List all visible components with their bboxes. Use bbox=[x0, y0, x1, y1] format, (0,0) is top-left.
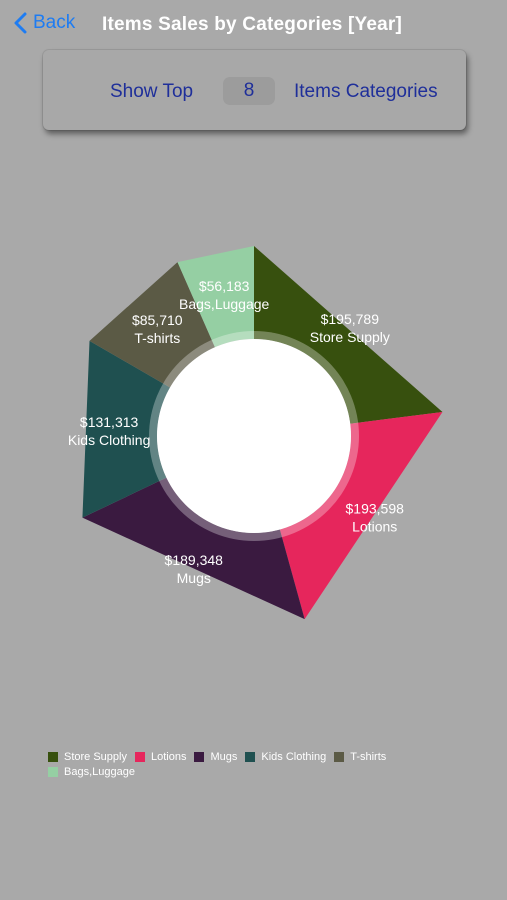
items-categories-label: Items Categories bbox=[294, 81, 438, 102]
slice-category-label: T-shirts bbox=[134, 330, 180, 346]
slice-lotions[interactable] bbox=[279, 411, 443, 620]
top-count-input[interactable]: 8 bbox=[223, 77, 275, 105]
legend-swatch bbox=[245, 751, 256, 762]
legend-swatch bbox=[48, 766, 58, 777]
donut-chart: $195,789 Store Supply $193,598 Lotions $189,… bbox=[68, 246, 443, 620]
legend-item: Lotions bbox=[134, 750, 187, 763]
slice-kids-clothing[interactable] bbox=[82, 340, 171, 518]
legend-label: T-shirts bbox=[350, 750, 387, 763]
legend-item: Store Supply bbox=[48, 750, 127, 763]
back-button[interactable]: Back bbox=[14, 12, 75, 34]
donut-hole bbox=[157, 339, 351, 533]
slice-category-label: Lotions bbox=[352, 518, 397, 534]
top-filter-panel: Show Top 8 Items Categories bbox=[43, 50, 466, 130]
slice-value-label: $85,710 bbox=[132, 312, 183, 328]
slice-store-supply[interactable] bbox=[254, 246, 443, 424]
slice-category-label: Store Supply bbox=[310, 329, 390, 345]
legend-swatch bbox=[48, 751, 58, 762]
slice-mugs[interactable] bbox=[82, 477, 305, 620]
legend-label: Kids Clothing bbox=[261, 750, 327, 763]
legend-swatch bbox=[134, 751, 145, 762]
legend-label: Mugs bbox=[210, 750, 238, 763]
legend-item: Mugs bbox=[194, 750, 237, 763]
legend-label: Store Supply bbox=[64, 750, 127, 763]
back-label: Back bbox=[33, 12, 76, 33]
slice-category-label: Mugs bbox=[177, 570, 211, 586]
legend-item: Kids Clothing bbox=[245, 750, 326, 763]
legend-swatch bbox=[194, 751, 205, 762]
slice-value-label: $193,598 bbox=[346, 500, 405, 516]
legend-item: Bags,Luggage bbox=[48, 765, 135, 778]
legend-swatch bbox=[334, 751, 345, 762]
legend-item: T-shirts bbox=[334, 750, 386, 763]
slice-value-label: $195,789 bbox=[321, 311, 380, 327]
legend-label: Bags,Luggage bbox=[64, 765, 135, 778]
slice-value-label: $189,348 bbox=[165, 552, 224, 568]
chevron-left-icon bbox=[14, 12, 27, 34]
slice-value-label: $56,183 bbox=[199, 278, 250, 294]
slice-value-label: $131,313 bbox=[80, 414, 139, 430]
slice-category-label: Kids Clothing bbox=[68, 432, 151, 448]
legend-label: Lotions bbox=[150, 750, 187, 763]
page-title: Items Sales by Categories [Year] bbox=[102, 14, 402, 35]
slice-bags-luggage[interactable] bbox=[177, 246, 254, 348]
show-top-label: Show Top bbox=[110, 81, 194, 102]
navigation-bar: Back Items Sales by Categories [Year] bbox=[0, 0, 507, 52]
chart-legend: Store Supply Lotions Mugs Kids Clothing T-sh… bbox=[48, 750, 448, 778]
slice-category-label: Bags,Luggage bbox=[179, 296, 270, 312]
slice-t-shirts[interactable] bbox=[89, 262, 215, 388]
